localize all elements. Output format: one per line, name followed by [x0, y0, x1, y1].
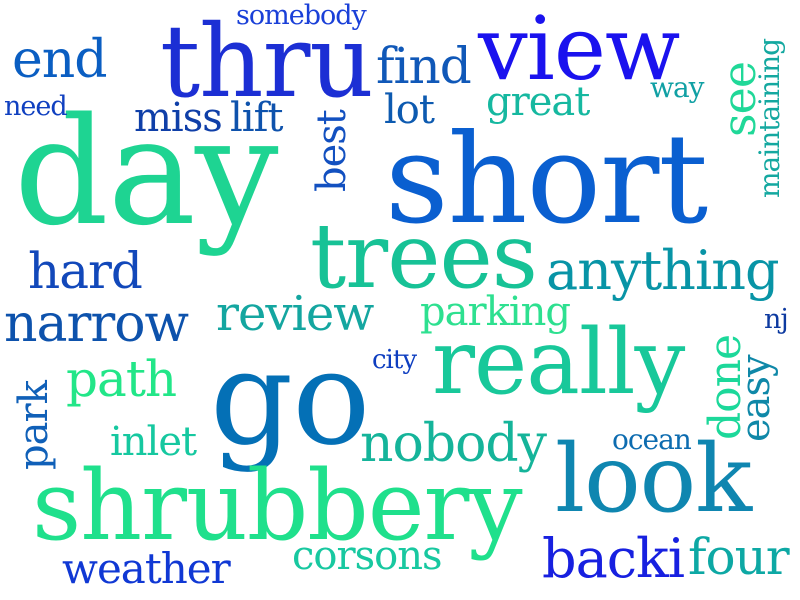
word-go: go: [210, 322, 370, 474]
word-anything: anything: [546, 239, 780, 302]
word-miss: miss: [134, 95, 223, 141]
word-narrow: narrow: [4, 294, 189, 354]
word-thru: thru: [160, 3, 374, 120]
word-way: way: [650, 71, 704, 104]
word-corsons: corsons: [292, 533, 443, 579]
word-somebody: somebody: [236, 0, 367, 31]
word-weather: weather: [62, 544, 231, 593]
word-nobody: nobody: [360, 414, 547, 474]
word-maintaining: maintaining: [753, 38, 786, 198]
word-really: really: [432, 310, 685, 415]
word-view: view: [478, 0, 680, 100]
word-great: great: [486, 79, 590, 125]
word-shrubbery: shrubbery: [32, 450, 523, 562]
word-review: review: [216, 286, 374, 342]
word-hard: hard: [28, 242, 143, 300]
word-day: day: [14, 86, 279, 258]
word-end: end: [12, 30, 108, 90]
word-city: city: [372, 345, 417, 375]
word-trees: trees: [310, 204, 538, 309]
word-parking: parking: [420, 289, 571, 335]
word-park: park: [11, 381, 57, 470]
word-best: best: [309, 110, 355, 192]
word-easy: easy: [733, 355, 779, 442]
word-look: look: [555, 425, 752, 534]
word-short: short: [385, 108, 708, 252]
word-lot: lot: [384, 87, 435, 133]
word-backi: backi: [542, 527, 685, 590]
word-lift: lift: [230, 95, 283, 141]
word-four: four: [688, 528, 790, 586]
word-ocean: ocean: [612, 423, 692, 456]
word-path: path: [66, 350, 177, 408]
word-inlet: inlet: [110, 419, 197, 465]
word-need: need: [4, 91, 68, 122]
word-find: find: [376, 37, 472, 95]
word-nj: nj: [764, 304, 789, 335]
